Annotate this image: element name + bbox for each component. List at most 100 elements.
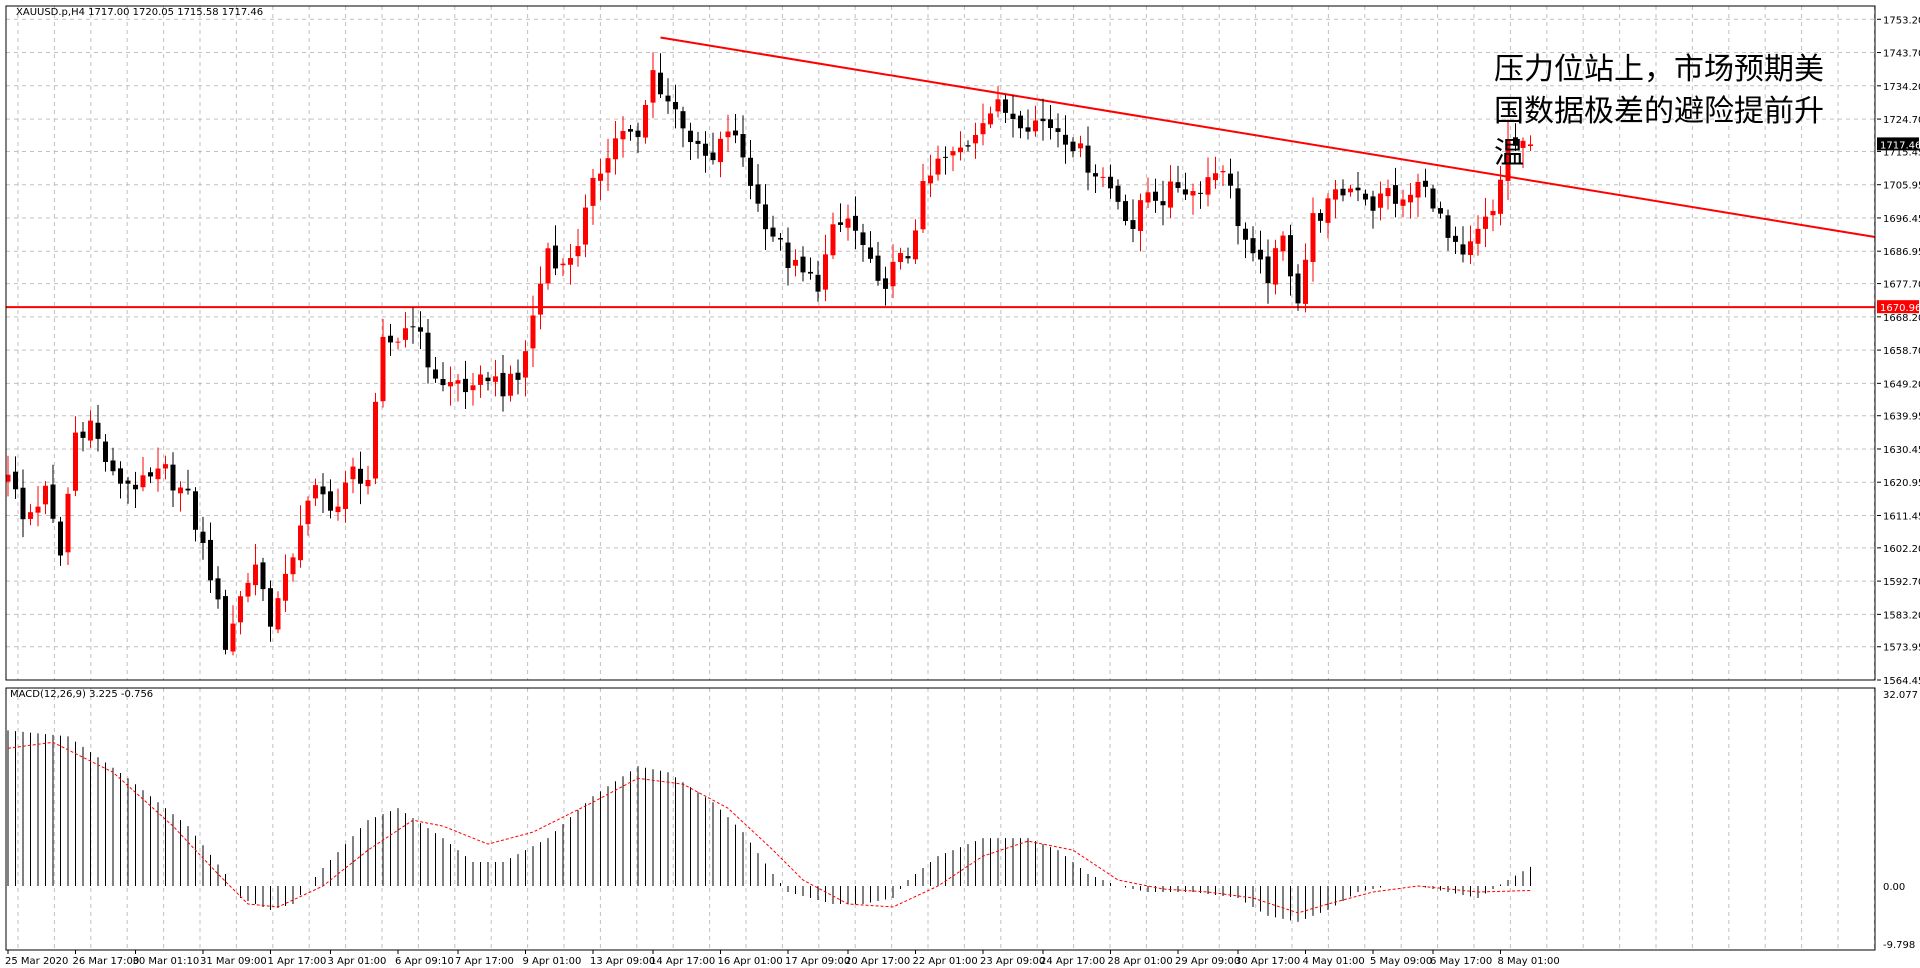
macd-indicator	[7, 730, 1531, 922]
candle-body	[140, 475, 146, 488]
candle-body	[1145, 192, 1151, 203]
candle-body	[568, 258, 573, 265]
candle-body	[988, 113, 993, 125]
candle-body	[875, 255, 881, 281]
time-tick-label: 22 Apr 01:00	[913, 956, 978, 967]
candle-body	[470, 385, 476, 391]
price-tick-label: 1564.45	[1883, 676, 1920, 687]
candle-body	[1025, 127, 1031, 132]
macd-tick-label: 0.00	[1883, 882, 1905, 893]
candle-body	[808, 271, 813, 274]
candle-body	[403, 328, 408, 340]
time-tick-label: 31 Mar 09:00	[200, 956, 267, 967]
candle-body	[1175, 182, 1181, 188]
frame	[5, 5, 1876, 951]
candle-body	[1415, 181, 1421, 198]
macd-tick-label: -9.798	[1883, 940, 1915, 951]
price-tick-label: 1715.45	[1883, 147, 1920, 158]
candle-body	[928, 175, 933, 184]
candle-body	[88, 420, 93, 441]
candle-body	[1190, 191, 1196, 196]
candle-body	[755, 184, 761, 204]
price-tick-label: 1649.20	[1883, 379, 1920, 390]
candle-body	[1333, 189, 1338, 200]
candle-body	[1528, 144, 1533, 147]
price-tick-label: 1639.95	[1883, 412, 1920, 423]
candle-body	[995, 99, 1001, 112]
candle-body	[58, 521, 63, 556]
current-price-tag	[1877, 137, 1919, 151]
candle-body	[80, 431, 86, 438]
candle-body	[710, 152, 716, 161]
candle-body	[950, 151, 956, 156]
candle-body	[740, 134, 746, 158]
candle-body	[883, 278, 888, 289]
price-tick-label: 1620.95	[1883, 478, 1920, 489]
candle-body	[665, 95, 671, 102]
candle-body	[598, 173, 603, 181]
annotation-line-1: 压力位站上，市场预期美	[1494, 52, 1824, 87]
symbol-header: XAUUSD.p,H4 1717.00 1720.05 1715.58 1717…	[16, 7, 263, 18]
price-tick-label: 1630.45	[1883, 445, 1920, 456]
candle-body	[1033, 120, 1038, 132]
candle-body	[725, 131, 731, 138]
candle-body	[1400, 199, 1406, 206]
candle-body	[958, 147, 963, 153]
macd-panel-frame	[5, 687, 1876, 951]
candle-body	[43, 485, 48, 505]
candle-body	[133, 484, 138, 490]
candle-body	[13, 471, 18, 490]
candle-body	[305, 500, 311, 525]
candle-body	[1183, 189, 1188, 195]
candle-body	[1430, 188, 1436, 209]
candle-body	[673, 101, 678, 110]
time-tick-label: 13 Apr 09:00	[590, 956, 655, 967]
candle-body	[1093, 173, 1098, 177]
candle-body	[110, 460, 116, 472]
candle-body	[410, 326, 416, 328]
candle-body	[935, 158, 941, 175]
candle-body	[1250, 238, 1256, 254]
candle-body	[1273, 248, 1278, 285]
candle-body	[1378, 193, 1383, 208]
candle-body	[1363, 193, 1368, 200]
candle-body	[320, 486, 326, 495]
candle-body	[163, 464, 168, 469]
candle-body	[845, 218, 851, 228]
candle-body	[350, 466, 356, 480]
candle-body	[1265, 256, 1271, 284]
price-tick-label: 1734.20	[1883, 82, 1920, 93]
candle-body	[448, 382, 453, 387]
candle-body	[1295, 273, 1301, 304]
candle-body	[508, 373, 513, 396]
candle-body	[268, 588, 273, 627]
candle-body	[223, 596, 228, 650]
candle-body	[1055, 128, 1061, 132]
candle-body	[380, 336, 386, 402]
candle-body	[800, 256, 806, 273]
candle-body	[658, 72, 663, 95]
candle-body	[1408, 194, 1413, 203]
candle-body	[1348, 188, 1353, 193]
candle-body	[365, 479, 371, 487]
candle-body	[905, 256, 911, 259]
candle-body	[5, 474, 11, 482]
candles	[5, 52, 1533, 656]
candle-body	[283, 573, 288, 601]
candle-body	[1108, 176, 1113, 189]
candle-body	[178, 487, 183, 494]
candle-body	[1115, 185, 1121, 202]
candle-body	[328, 491, 333, 511]
candle-body	[1213, 173, 1218, 181]
candle-body	[763, 204, 768, 230]
time-tick-label: 3 Apr 01:00	[328, 956, 387, 967]
time-tick-label: 4 May 01:00	[1303, 956, 1365, 967]
candle-body	[260, 562, 266, 590]
candle-body	[1460, 244, 1466, 255]
candle-body	[455, 380, 461, 384]
candle-body	[1393, 185, 1398, 204]
candle-body	[1468, 241, 1473, 256]
candle-body	[1475, 228, 1481, 244]
